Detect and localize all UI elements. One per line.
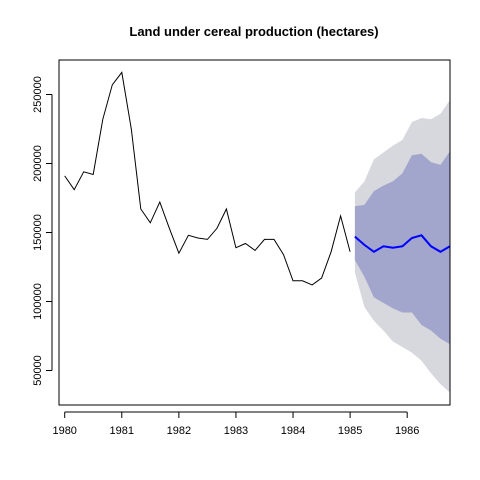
y-tick-label: 250000: [32, 76, 44, 113]
x-tick-label: 1983: [224, 425, 248, 437]
chart-title: Land under cereal production (hectares): [129, 24, 378, 39]
plot-frame: [58, 59, 451, 406]
x-tick-label: 1986: [395, 425, 419, 437]
y-tick-label: 150000: [32, 214, 44, 251]
x-tick-label: 1984: [281, 425, 305, 437]
y-axis: 50000 100000 150000 200000 250000: [32, 76, 53, 386]
y-tick-label: 200000: [32, 145, 44, 182]
series-lines: [64, 71, 451, 286]
history-line: [64, 71, 351, 286]
x-tick-label: 1982: [167, 425, 191, 437]
forecast-line: [354, 234, 451, 253]
x-tick-label: 1980: [52, 425, 76, 437]
y-tick-label: 50000: [32, 355, 44, 386]
pi80-band: [354, 151, 450, 345]
x-tick-label: 1985: [338, 425, 362, 437]
y-tick-label: 100000: [32, 283, 44, 320]
x-axis: 1980 1981 1982 1983 1984 1985 1986: [52, 411, 419, 437]
x-tick-label: 1981: [110, 425, 134, 437]
